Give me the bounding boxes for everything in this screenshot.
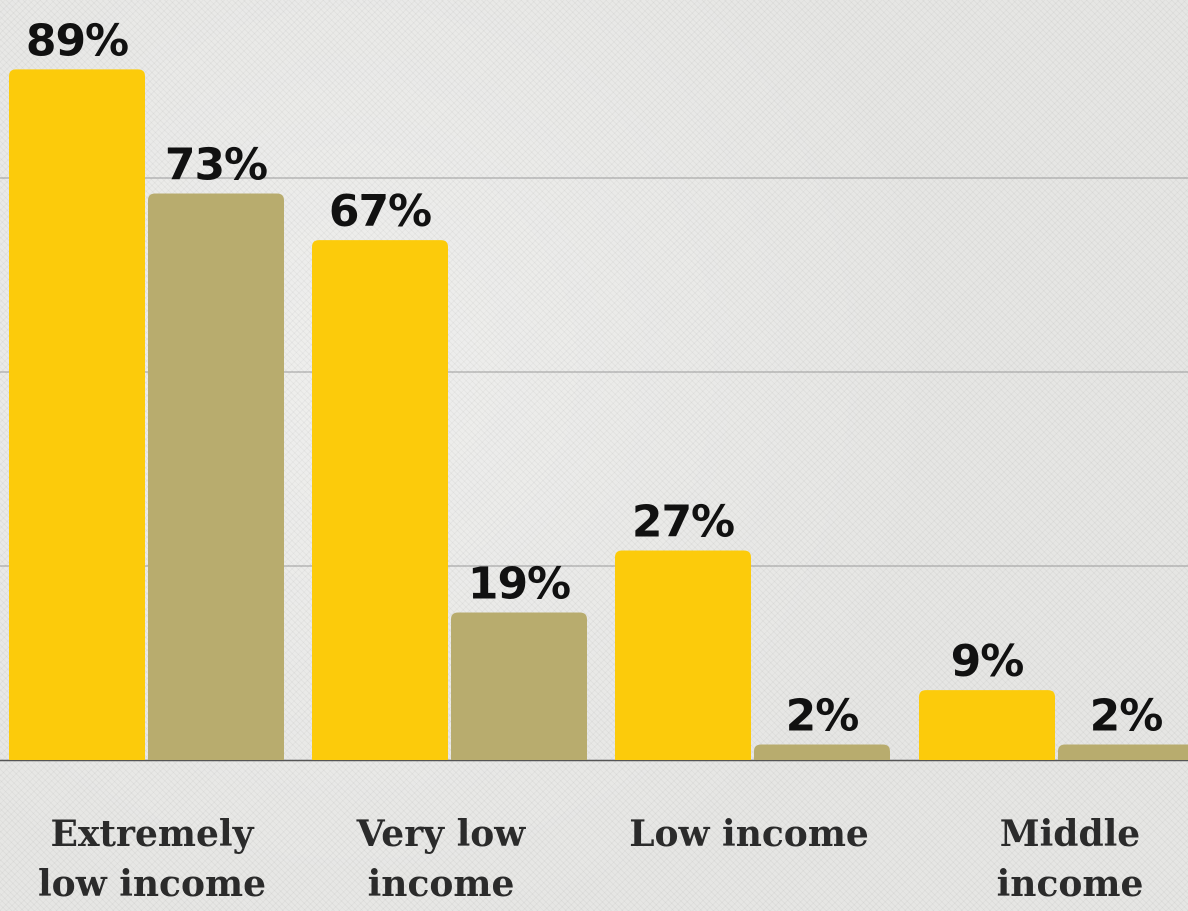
category-labels: Extremely low income Very low income Low inc… — [38, 813, 1143, 905]
bar-b-2 — [754, 744, 890, 760]
bar-a-0 — [9, 69, 145, 761]
value-label: 89% — [26, 15, 128, 66]
category-label: Low income — [629, 813, 869, 855]
bar-a-3 — [919, 690, 1055, 760]
bar-a-2 — [615, 550, 751, 760]
bar-a-1 — [312, 240, 448, 760]
category-label-line: low income — [38, 863, 266, 905]
bar-b-0 — [148, 193, 284, 760]
category-label-line: income — [997, 863, 1144, 905]
category-label: Middle income — [997, 813, 1144, 905]
bar-b-1 — [451, 612, 587, 760]
value-label: 2% — [1090, 690, 1163, 741]
value-label: 27% — [632, 496, 734, 547]
bars — [9, 69, 1188, 761]
category-label-line: Middle — [1000, 813, 1140, 855]
value-label: 19% — [468, 559, 570, 610]
category-label-line: Low income — [629, 813, 869, 855]
bar-b-3 — [1058, 744, 1188, 760]
value-label: 73% — [165, 140, 267, 191]
value-label: 9% — [951, 636, 1024, 687]
category-label-line: Very low — [356, 813, 527, 855]
value-label: 2% — [786, 690, 859, 741]
value-labels: 89% 67% 27% 9% 73% 19% 2% 2% — [26, 15, 1164, 741]
category-label-line: income — [368, 863, 515, 905]
value-label: 67% — [329, 186, 431, 237]
category-label: Very low income — [356, 813, 527, 905]
category-label-line: Extremely — [51, 813, 255, 855]
category-label: Extremely low income — [38, 813, 266, 905]
